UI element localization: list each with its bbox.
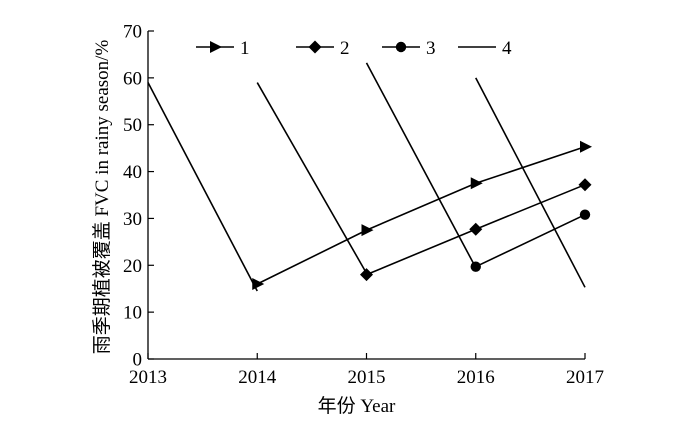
y-tick-label: 70 [123,22,142,43]
legend-item-1: 1 [196,38,250,59]
series-2 [360,178,592,282]
x-tick-label: 2013 [129,367,167,388]
x-tick-label: 2017 [566,367,604,388]
series-3-point [579,209,591,220]
series-2-point [360,268,373,282]
series-4-segment [365,62,477,269]
y-tick-label: 30 [123,209,142,230]
series-2-point [469,222,483,236]
series-4-segment [256,82,368,274]
series-1 [252,140,592,291]
legend-label: 3 [426,38,436,59]
legend-label: 1 [240,38,250,59]
y-tick-label: 60 [123,68,142,89]
y-tick-label: 50 [123,115,142,136]
legend-label: 4 [502,38,512,59]
y-tick-label: 40 [123,162,142,183]
series-1-line [256,145,586,285]
series-4-segment [475,77,586,288]
legend-swatch-marker [308,40,322,54]
series-4-segment [147,82,258,292]
x-tick-label: 2014 [238,367,277,388]
x-tick-label: 2016 [457,367,495,388]
series-1-point [580,140,592,153]
x-ticks: 2013 2014 2015 2016 2017 [129,353,604,388]
x-axis-title: 年份 Year [318,395,396,417]
y-tick-label: 20 [123,256,142,277]
y-tick-label: 0 [133,350,143,371]
legend-item-3: 3 [382,38,436,59]
legend-item-4: 4 [458,38,512,59]
y-tick-label: 10 [123,303,142,324]
x-tick-label: 2015 [348,367,386,388]
y-ticks: 0 10 20 30 40 50 60 70 [123,22,154,371]
series-1-point [361,224,374,237]
y-axis-title: 雨季期植被覆盖 FVC in rainy season/% [91,40,113,355]
legend-swatch-marker [395,41,407,53]
series-2-point [578,178,592,192]
series-layer [147,62,592,292]
legend: 1 2 3 4 [196,38,512,59]
legend-item-2: 2 [296,38,350,59]
series-3-line [475,213,586,268]
series-4 [147,62,586,292]
legend-swatch-marker [210,41,222,53]
legend-label: 2 [340,38,350,59]
series-1-point [470,177,483,190]
axes [147,31,585,360]
